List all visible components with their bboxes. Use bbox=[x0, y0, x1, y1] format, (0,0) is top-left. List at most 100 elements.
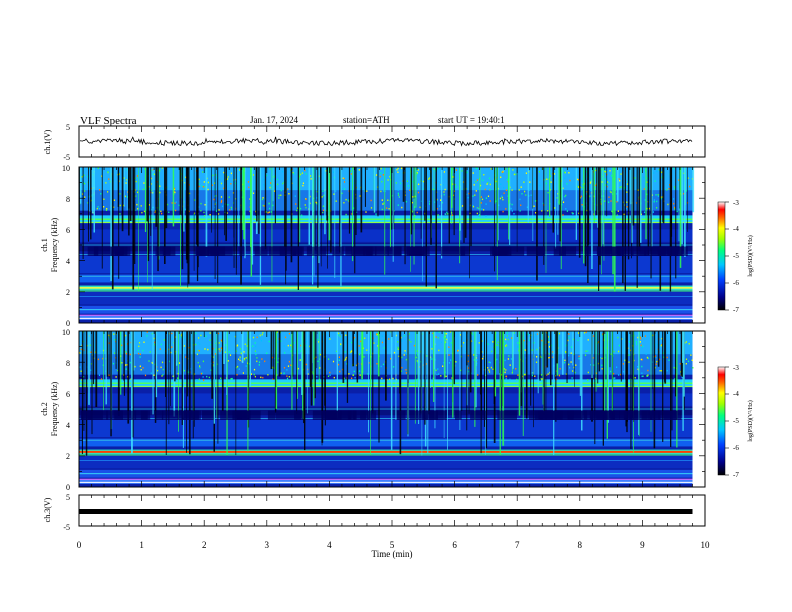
spectrogram-speckle bbox=[628, 361, 630, 363]
spectrogram-patch bbox=[177, 410, 184, 420]
spectrogram-speckle bbox=[129, 353, 131, 356]
spectrogram-speckle bbox=[143, 341, 145, 343]
spectrogram-speckle bbox=[513, 173, 515, 176]
spectrogram-speckle bbox=[565, 208, 567, 210]
spectrogram-speckle bbox=[209, 214, 211, 216]
spectrogram-speckle bbox=[221, 200, 223, 202]
spectrogram-speckle bbox=[301, 172, 303, 174]
spectrogram-speckle bbox=[243, 357, 246, 360]
spectrogram-streak bbox=[183, 167, 185, 232]
spectrogram-speckle bbox=[124, 195, 126, 198]
spectrogram-speckle bbox=[228, 351, 230, 353]
spectrogram-speckle bbox=[436, 331, 438, 334]
spectrogram-streak bbox=[285, 167, 287, 271]
spectrogram-speckle bbox=[517, 374, 519, 376]
ch1-cb-tick-m3: -3 bbox=[733, 199, 739, 207]
spectrogram-speckle bbox=[119, 213, 121, 215]
spectrogram-speckle bbox=[536, 348, 538, 351]
spectrogram-speckle bbox=[255, 345, 257, 348]
spectrogram-speckle bbox=[107, 191, 109, 193]
spectrogram-speckle bbox=[242, 372, 244, 374]
spectrogram-streak bbox=[336, 331, 338, 418]
spectrogram-patch bbox=[80, 410, 103, 420]
spectrogram-speckle bbox=[159, 348, 161, 350]
spectrogram-speckle bbox=[344, 359, 346, 362]
spectrogram-speckle bbox=[642, 345, 644, 348]
spectrogram-speckle bbox=[511, 189, 513, 191]
spectrogram-speckle bbox=[388, 208, 390, 210]
spectrogram-speckle bbox=[245, 365, 247, 367]
spectrogram-speckle bbox=[305, 173, 307, 175]
spectrogram-speckle bbox=[323, 194, 325, 197]
spectrogram-speckle bbox=[440, 199, 442, 201]
spectrogram-speckle bbox=[297, 367, 299, 370]
spectrogram-speckle bbox=[256, 357, 258, 359]
spectrogram-speckle bbox=[252, 174, 254, 176]
x-tick-label: 9 bbox=[640, 540, 645, 550]
spectrogram-speckle bbox=[684, 342, 686, 344]
spectrogram-speckle bbox=[254, 342, 256, 344]
spectrogram-speckle bbox=[452, 176, 454, 178]
spectrogram-speckle bbox=[527, 333, 529, 336]
spectrogram-speckle bbox=[555, 378, 558, 381]
spectrogram-streak bbox=[193, 167, 195, 271]
spectrogram-streak bbox=[502, 331, 505, 446]
spectrogram-speckle bbox=[161, 361, 164, 364]
spectrogram-speckle bbox=[84, 182, 86, 185]
spectrogram-speckle bbox=[108, 342, 110, 344]
spectrogram-speckle bbox=[207, 348, 209, 351]
spectrogram-speckle bbox=[185, 176, 187, 179]
spectrogram-streak bbox=[469, 167, 470, 279]
spectrogram-speckle bbox=[351, 213, 353, 215]
spectrogram-speckle bbox=[547, 336, 549, 338]
spectrogram-speckle bbox=[231, 378, 233, 380]
spectrogram-speckle bbox=[138, 342, 141, 344]
spectrogram-speckle bbox=[283, 345, 285, 347]
spectrogram-streak bbox=[258, 167, 260, 234]
spectrogram-speckle bbox=[307, 179, 309, 182]
spectrogram-patch bbox=[332, 246, 344, 256]
spectrogram-streak bbox=[304, 331, 306, 451]
spectrogram-speckle bbox=[505, 208, 507, 210]
spectrogram-speckle bbox=[97, 206, 99, 208]
spectrogram-speckle bbox=[483, 209, 485, 211]
spectrogram-streak bbox=[312, 331, 313, 364]
spectrogram-speckle bbox=[401, 366, 403, 369]
spectrogram-streak bbox=[221, 331, 224, 411]
spectrogram-speckle bbox=[563, 171, 566, 174]
spectrogram-speckle bbox=[123, 177, 125, 179]
spectrogram-speckle bbox=[534, 177, 536, 180]
spectrogram-speckle bbox=[478, 208, 480, 210]
spectrogram-speckle bbox=[475, 167, 477, 169]
spectrogram-speckle bbox=[89, 344, 91, 346]
spectrogram-speckle bbox=[504, 359, 506, 362]
spectrogram-speckle bbox=[497, 341, 499, 343]
ch1-ytick-0: 0 bbox=[66, 319, 70, 328]
spectrogram-streak bbox=[290, 167, 293, 263]
spectrogram-speckle bbox=[342, 177, 344, 179]
spectrogram-speckle bbox=[273, 190, 276, 192]
spectrogram-speckle bbox=[689, 185, 691, 188]
spectrogram-speckle bbox=[380, 167, 382, 170]
spectrogram-streak bbox=[318, 167, 320, 264]
spectrogram-speckle bbox=[647, 369, 649, 372]
spectrogram-speckle bbox=[389, 175, 391, 178]
spectrogram-speckle bbox=[581, 204, 583, 206]
spectrogram-speckle bbox=[159, 191, 161, 194]
spectrogram-streak bbox=[165, 331, 167, 455]
spectrogram-speckle bbox=[287, 188, 289, 190]
spectrogram-speckle bbox=[319, 367, 321, 369]
spectrogram-speckle bbox=[580, 189, 582, 191]
spectrogram-patch bbox=[254, 246, 268, 256]
spectrogram-speckle bbox=[564, 359, 566, 362]
spectrogram-speckle bbox=[333, 376, 335, 379]
spectrogram-streak bbox=[607, 331, 609, 423]
spectrogram-speckle bbox=[495, 180, 497, 183]
spectrogram-streak bbox=[421, 331, 423, 456]
x-axis-tick-labels: 0 1 2 3 4 5 6 7 8 9 10 bbox=[77, 540, 710, 550]
spectrogram-speckle bbox=[641, 347, 643, 349]
x-tick-label: 10 bbox=[701, 540, 711, 550]
spectrogram-streak bbox=[354, 167, 356, 274]
spectrogram-speckle bbox=[487, 367, 489, 369]
spectrogram-speckle bbox=[578, 186, 580, 188]
